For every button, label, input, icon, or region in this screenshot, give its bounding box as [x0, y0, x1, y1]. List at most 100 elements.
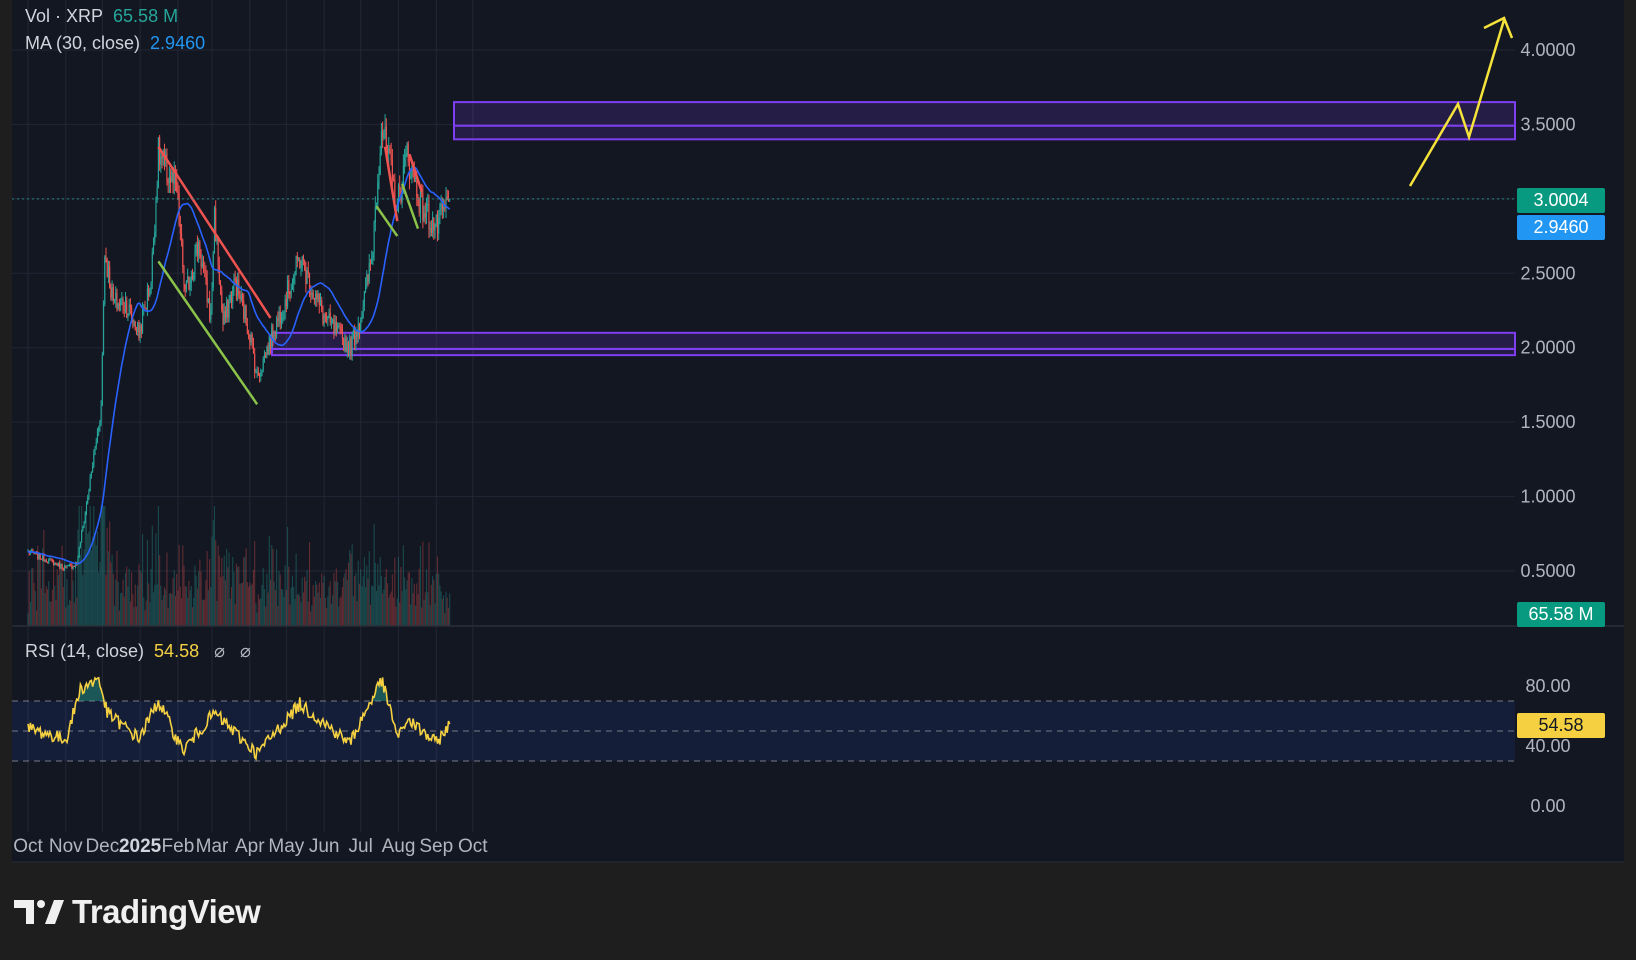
volume-bar: [432, 576, 434, 626]
price-tick-label: 2.0000: [1520, 338, 1575, 358]
candle-body: [56, 563, 58, 567]
candle-body: [229, 294, 231, 302]
volume-bar: [335, 568, 337, 626]
candle-body: [135, 330, 138, 333]
volume-bars: [27, 506, 451, 626]
volume-bar: [148, 583, 150, 626]
volume-bar: [406, 580, 408, 626]
last-price-badge: 3.0004: [1533, 190, 1588, 210]
volume-bar: [45, 585, 47, 626]
volume-bar: [368, 551, 370, 626]
candle-body: [124, 300, 127, 311]
price-tick-label: 1.5000: [1520, 412, 1575, 432]
chart-area[interactable]: 4.0000 3.5000 2.5000 2.0000 1.5000 1.0000 0.50…: [0, 0, 1636, 870]
volume-bar: [244, 556, 246, 626]
candle-body: [291, 283, 294, 290]
candle-body: [256, 371, 258, 373]
tradingview-logo[interactable]: TradingView: [14, 893, 261, 931]
volume-bar: [341, 587, 343, 626]
candle-body: [419, 190, 421, 213]
volume-bar: [178, 544, 180, 626]
candle-body: [85, 503, 88, 512]
volume-bar: [310, 611, 312, 626]
volume-bar: [400, 566, 402, 626]
candle-body: [335, 321, 337, 333]
volume-bar: [171, 594, 173, 626]
candle-body: [385, 126, 387, 149]
candle-body: [340, 326, 342, 330]
candle-body: [440, 203, 442, 207]
volume-legend[interactable]: Vol · XRP 65.58 M: [25, 6, 178, 27]
wedge-lower-3: [400, 183, 420, 230]
candle-body: [315, 293, 317, 301]
volume-bar: [233, 571, 235, 626]
candle-body: [89, 477, 91, 492]
rsi-legend-extra-2: ⌀: [239, 641, 251, 661]
volume-bar: [378, 585, 380, 626]
candle-body: [123, 309, 125, 311]
volume-bar: [101, 506, 103, 626]
candle-body: [230, 294, 233, 303]
candle-body: [425, 205, 428, 217]
volume-bar: [402, 545, 404, 626]
candle-body: [106, 259, 108, 278]
volume-bar: [338, 606, 340, 626]
volume-bar: [328, 586, 330, 626]
candle-body: [34, 552, 36, 555]
volume-bar: [305, 580, 307, 626]
candle-body: [295, 255, 297, 272]
candle-body: [57, 562, 60, 567]
volume-bar: [107, 551, 109, 626]
candle-body: [68, 564, 70, 566]
price-chart-svg[interactable]: 4.0000 3.5000 2.5000 2.0000 1.5000 1.0000 0.50…: [0, 0, 1636, 870]
ma-value-badge-bg: [1517, 215, 1605, 240]
candle-body: [250, 334, 252, 343]
volume-bar: [249, 582, 251, 626]
volume-bar: [263, 589, 265, 626]
volume-bar: [405, 589, 407, 626]
rsi-legend[interactable]: RSI (14, close) 54.58 ⌀ ⌀: [25, 641, 251, 662]
candle-body: [172, 172, 174, 184]
volume-bar: [159, 555, 161, 626]
candle-body: [107, 266, 109, 278]
volume-bar: [273, 581, 275, 626]
volume-bar: [27, 613, 29, 626]
candle-body: [59, 562, 61, 568]
volume-bar: [288, 566, 290, 626]
volume-bar: [65, 607, 67, 626]
candle-body: [161, 156, 163, 159]
tradingview-logo-text: TradingView: [72, 893, 261, 930]
candle-body: [188, 276, 190, 290]
volume-bar: [209, 559, 211, 626]
ma-legend[interactable]: MA (30, close) 2.9460: [25, 33, 205, 54]
candle-body: [194, 253, 196, 273]
candle-body: [441, 203, 443, 211]
time-axis[interactable]: Oct Nov Dec 2025 Feb Mar Apr May Jun Jul Aug Sep Oct: [13, 836, 488, 857]
candle-body: [382, 131, 384, 138]
volume-bar: [345, 569, 347, 626]
candle-body: [410, 176, 412, 179]
volume-bar: [112, 573, 114, 626]
candle-body: [179, 224, 181, 234]
ma-line: [27, 166, 451, 565]
volume-bar: [115, 579, 117, 626]
zone-resistance: [453, 101, 1516, 141]
volume-bar: [37, 545, 39, 626]
volume-bar: [375, 590, 378, 626]
candle-body: [241, 294, 244, 301]
volume-bar: [255, 603, 257, 626]
volume-bar: [157, 506, 159, 626]
candle-body: [402, 165, 404, 191]
candle-body: [155, 198, 157, 233]
volume-bar: [318, 582, 320, 626]
candle-body: [278, 311, 280, 321]
volume-bar: [441, 598, 443, 626]
candle-body: [272, 325, 274, 341]
price-axis[interactable]: 4.0000 3.5000 2.5000 2.0000 1.5000 1.0000 0.50…: [1517, 40, 1605, 816]
volume-bar: [351, 544, 353, 626]
volume-bar: [428, 542, 430, 626]
candle-body: [212, 253, 214, 288]
volume-bar: [137, 585, 139, 626]
volume-bar: [422, 541, 424, 626]
volume-bar: [82, 575, 84, 626]
